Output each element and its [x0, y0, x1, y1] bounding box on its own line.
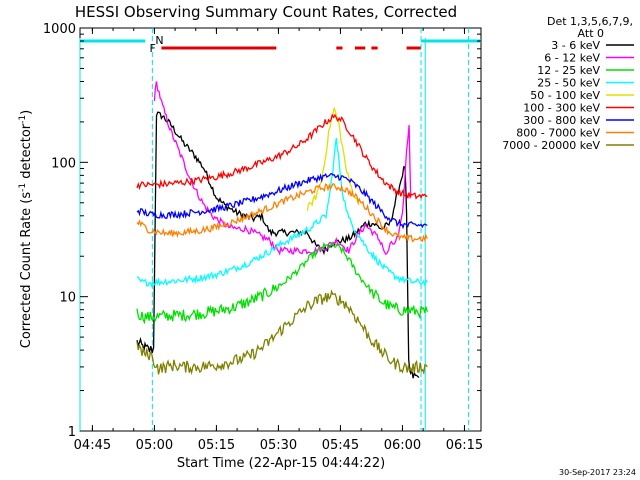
x-tick-label: 06:15 — [446, 438, 483, 453]
x-tick-label: 05:45 — [322, 438, 359, 453]
y-axis-label-mid: detector — [19, 123, 34, 183]
series-line-8 — [136, 289, 428, 376]
legend-label-6: 300 - 800 keV — [523, 114, 600, 127]
flag-layer: FN — [79, 28, 481, 431]
legend-label-5: 100 - 300 keV — [523, 102, 600, 115]
y-tick-label: 1 — [68, 425, 76, 440]
x-tick-label: 05:15 — [198, 438, 235, 453]
chart-title: HESSI Observing Summary Count Rates, Cor… — [75, 3, 457, 21]
y-tick-label: 1000 — [43, 22, 76, 37]
series-line-3 — [136, 138, 428, 288]
timestamp: 30-Sep-2017 23:24 — [559, 468, 636, 477]
flare-flag-label: F — [149, 42, 155, 55]
y-tick-label: 100 — [51, 156, 76, 171]
legend-label-4: 50 - 100 keV — [530, 89, 600, 102]
series-line-6 — [136, 172, 428, 230]
legend-header-attenuator: Att 0 — [578, 27, 604, 40]
x-tick-label: 05:00 — [136, 438, 173, 453]
legend-label-3: 25 - 50 keV — [537, 77, 600, 90]
night-flag-label: N — [155, 34, 163, 47]
series-line-4 — [306, 107, 360, 212]
legend-label-2: 12 - 25 keV — [537, 64, 600, 77]
y-axis-label: Corrected Count Rate (s-1 detector-1) — [18, 110, 34, 348]
series-line-5 — [136, 113, 428, 200]
series-line-1 — [153, 81, 412, 256]
x-tick-label: 06:00 — [384, 438, 421, 453]
series-line-2 — [136, 241, 428, 325]
series-layer — [136, 81, 428, 379]
legend-label-0: 3 - 6 keV — [551, 39, 600, 52]
y-tick-label: 10 — [59, 291, 76, 306]
y-axis-label-end: ) — [19, 110, 34, 115]
y-axis-label-main: Corrected Count Rate (s — [19, 192, 34, 349]
x-axis-ticks: 04:45 05:00 05:15 05:30 05:45 06:00 06:15 — [74, 28, 483, 453]
plot-area: FN 04:45 05:00 05:15 05:30 05:45 06:00 06:15 1… — [43, 22, 483, 453]
legend-label-1: 6 - 12 keV — [544, 52, 600, 65]
x-tick-label: 04:45 — [74, 438, 111, 453]
x-axis-label: Start Time (22-Apr-15 04:44:22) — [177, 456, 385, 471]
y-axis-label-sup1: -1 — [18, 183, 28, 192]
series-line-7 — [136, 183, 428, 243]
legend-label-8: 7000 - 20000 keV — [502, 139, 600, 152]
legend-header-detectors: Det 1,3,5,6,7,9, — [547, 15, 633, 28]
x-tick-label: 05:30 — [260, 438, 297, 453]
y-axis-label-sup2: -1 — [18, 115, 28, 124]
legend-label-7: 800 - 7000 keV — [516, 127, 600, 140]
series-line-0 — [136, 111, 420, 379]
y-axis-ticks: 1 10 100 1000 — [43, 22, 481, 440]
